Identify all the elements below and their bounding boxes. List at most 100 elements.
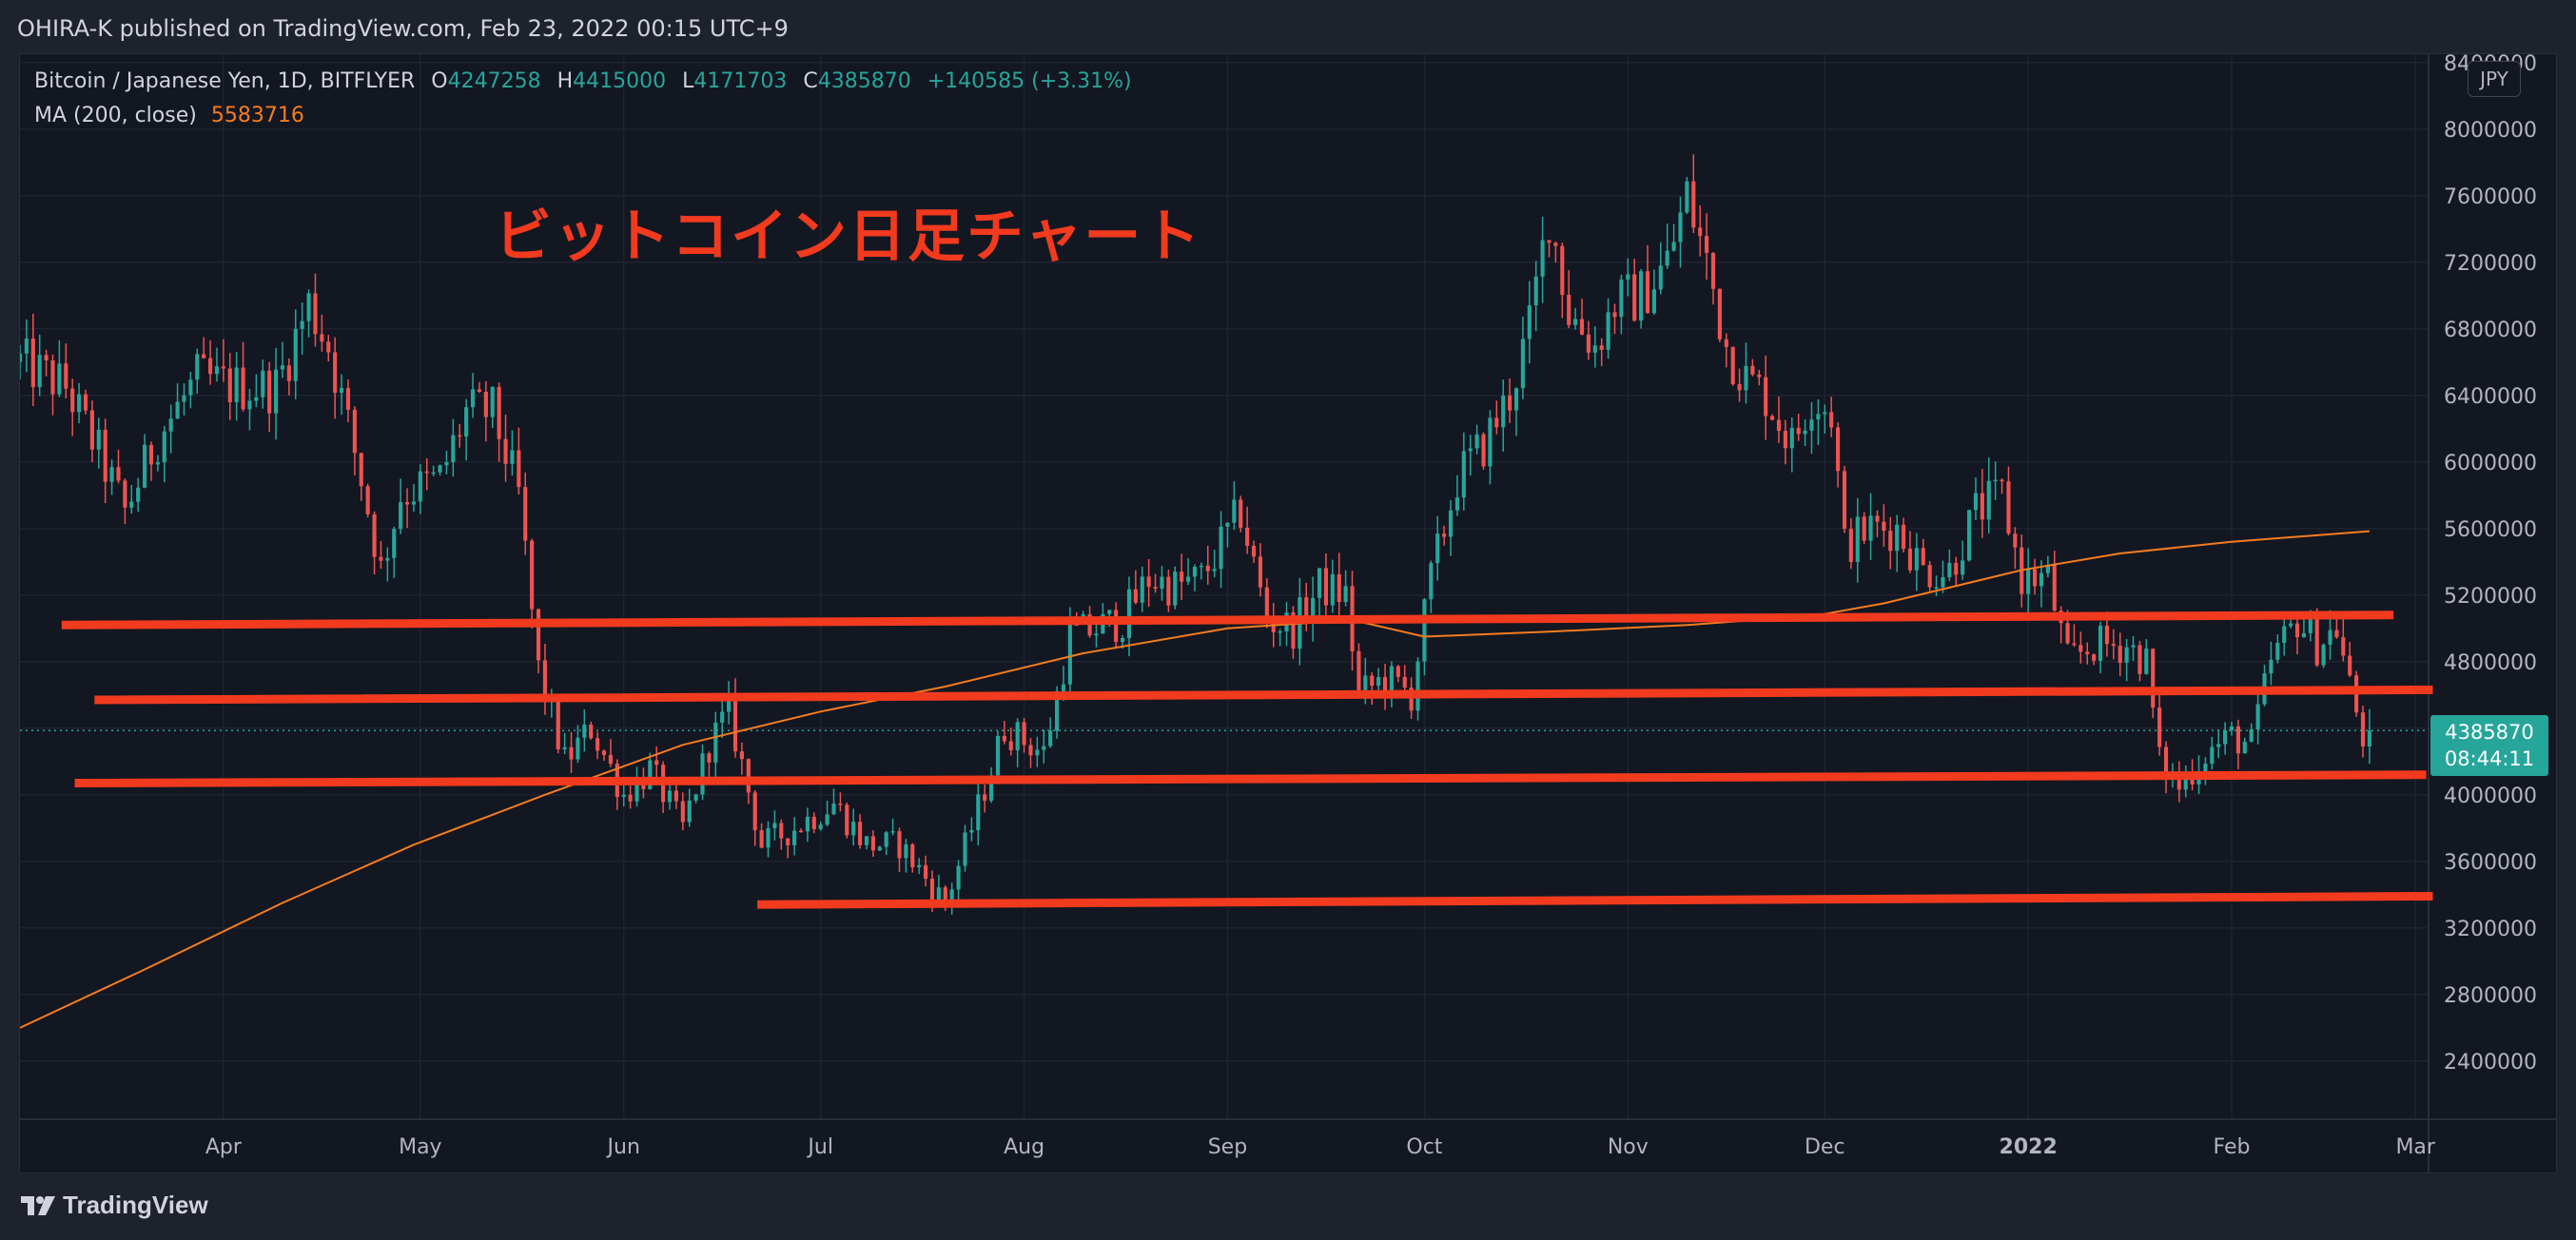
candle-body [1205,565,1210,572]
candle-body [2289,623,2293,627]
ma-200-line[interactable] [20,530,2370,1029]
candle-body [1488,417,1493,467]
candle-body [1599,345,1604,350]
candle-body [1114,610,1119,643]
change-value: +140585 (+3.31%) [927,69,1132,93]
last-price-badge: 4385870 08:44:11 [2430,715,2548,776]
candle-body [385,557,390,561]
currency-button[interactable]: JPY [2468,61,2521,97]
candle-body [2269,659,2274,674]
symbol-label[interactable]: Bitcoin / Japanese Yen, 1D, BITFLYER [34,69,416,93]
candle-body [1705,236,1709,254]
candle-body [989,775,994,802]
candle-body [693,794,698,801]
candle-body [392,529,397,558]
candle-body [365,486,370,514]
ma-legend-row[interactable]: MA (200, close) 5583716 [34,99,1132,133]
chart-annotation-text[interactable]: ビットコイン日足チャート [495,203,1202,270]
candle-body [1271,622,1276,632]
y-tick-label: 7600000 [2444,185,2537,209]
candle-body [1527,305,1532,339]
candle-body [411,501,417,505]
candle-body [2294,623,2300,638]
candle-body [1907,549,1913,571]
candle-body [1501,395,1506,428]
drawn-level-line-4[interactable] [757,891,2433,909]
candle-body [103,429,107,482]
candle-body [2216,744,2221,747]
candle-body [129,501,134,508]
ohlc-legend-row: Bitcoin / Japanese Yen, 1D, BITFLYER O42… [34,65,1132,99]
candle-body [1087,613,1092,636]
candle-body [300,320,304,329]
candle-body [1698,227,1703,237]
chart-canvas[interactable]: 2400000280000032000003600000400000044000… [20,54,2556,1172]
y-tick-label: 7200000 [2444,252,2537,276]
candle-body [1730,346,1735,384]
candle-body [2124,647,2129,664]
candle-body [1868,515,1873,541]
candle-body [1067,624,1072,685]
y-tick-label: 3600000 [2444,851,2537,875]
candle-body [372,513,377,557]
drawn-level-line-1[interactable] [61,610,2394,630]
candle-body [30,338,35,388]
high-label: H [556,69,574,93]
candle-body [1382,677,1388,693]
candle-body [976,794,981,831]
y-tick-label: 8000000 [2444,119,2537,143]
candle-body [2098,625,2103,661]
candle-body [870,836,875,851]
candle-body [490,387,495,417]
candle-body [2223,729,2228,745]
candle-body [1264,587,1269,623]
candle-body [2242,742,2247,754]
candle-body [1508,395,1512,411]
candle-body [195,354,200,380]
drawn-level-line-3[interactable] [74,770,2427,788]
candle-body [326,341,331,353]
footer-bar [0,1173,2576,1240]
candle-body [1986,480,1991,520]
candle-body [1140,576,1144,603]
candle-body [1048,730,1053,746]
candle-body [2314,619,2319,666]
y-tick-label: 2400000 [2444,1051,2537,1075]
candle-body [254,397,259,401]
candle-body [1185,576,1191,582]
candle-body [1947,562,1952,577]
candle-body [1330,573,1335,606]
candle-body [221,366,225,369]
candle-body [1980,493,1984,520]
candle-body [601,750,607,755]
drawn-level-line-2[interactable] [94,685,2433,705]
x-tick-label: Apr [205,1135,243,1159]
chart-area[interactable]: 2400000280000032000003600000400000044000… [19,53,2557,1173]
candle-body [2006,481,2011,534]
candle-body [227,368,232,403]
candle-body [542,660,548,702]
candle-body [1028,745,1033,756]
candle-body [1199,565,1203,568]
chart-legend: Bitcoin / Japanese Yen, 1D, BITFLYER O42… [34,65,1132,133]
candle-body [1783,431,1787,449]
published-text: OHIRA-K published on TradingView.com, Fe… [17,15,789,42]
candle-body [2235,726,2240,754]
candle-body [1251,545,1257,557]
candle-body [2144,649,2149,674]
candle-body [569,746,574,760]
candle-body [943,887,947,904]
candle-body [1035,749,1040,756]
candle-body [792,830,797,845]
candle-body [924,864,928,880]
candle-body [720,711,725,723]
candle-body [1632,274,1637,321]
candle-body [897,831,902,859]
candle-body [523,487,528,541]
candle-body [379,556,383,561]
candle-body [536,609,541,661]
candle-body [20,353,23,362]
candle-body [963,832,967,866]
candle-body [2348,655,2352,676]
tradingview-logo[interactable]: TradingView [19,1191,208,1220]
